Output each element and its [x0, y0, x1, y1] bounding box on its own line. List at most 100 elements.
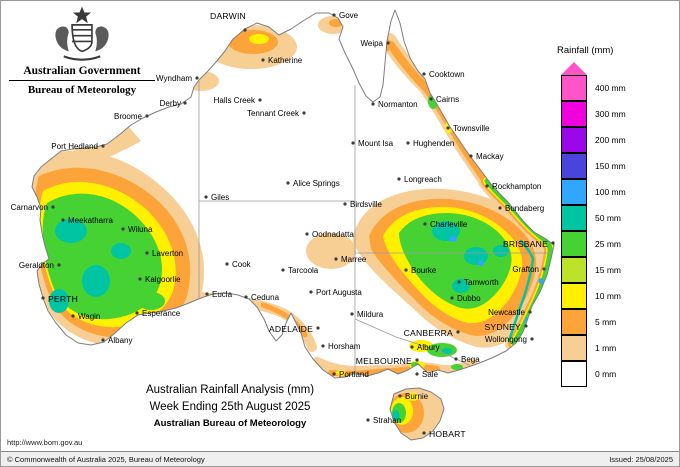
state-borders	[198, 81, 552, 375]
legend-label: 200 mm	[595, 135, 626, 145]
place-dot	[309, 290, 313, 294]
place-label: Wollongong	[485, 335, 527, 344]
brand-divider	[9, 80, 155, 81]
place-dot	[351, 141, 355, 145]
rain-region	[452, 279, 470, 293]
legend-swatch	[561, 308, 587, 335]
legend-entry: 0 mm	[561, 360, 673, 387]
place-dot	[61, 218, 65, 222]
rain-region	[306, 233, 356, 269]
place-dot	[454, 357, 458, 361]
rain-region	[407, 393, 419, 401]
place-label: Grafton	[512, 265, 539, 274]
caption-period: Week Ending 25th August 2025	[149, 401, 311, 413]
place-dot	[498, 206, 502, 210]
place-dot	[398, 394, 402, 398]
place-dot	[101, 338, 105, 342]
place-dot	[258, 98, 262, 102]
place-dot	[350, 312, 354, 316]
place-dot	[366, 418, 370, 422]
place-label: Longreach	[404, 175, 442, 184]
rainfall-legend: Rainfall (mm) 400 mm 300 mm 200 mm 150 mm 10…	[555, 45, 673, 387]
place-label: Burnie	[405, 392, 429, 401]
legend-entry: 400 mm	[561, 74, 673, 101]
legend-label: 10 mm	[595, 291, 621, 301]
rain-region	[451, 364, 463, 370]
legend-entry: 300 mm	[561, 100, 673, 127]
place-dot	[204, 195, 208, 199]
legend-swatch	[561, 178, 587, 205]
place-dot	[334, 257, 338, 261]
footer-bar: © Commonwealth of Australia 2025, Bureau…	[1, 451, 679, 466]
place-dot	[244, 295, 248, 299]
legend-swatch	[561, 204, 587, 231]
place-label: Newcastle	[488, 308, 525, 317]
place-label: Cooktown	[429, 70, 465, 79]
rain-region	[392, 410, 400, 420]
place-dot	[145, 114, 149, 118]
legend-label: 400 mm	[595, 83, 626, 93]
place-dot	[386, 41, 390, 45]
place-dot	[41, 296, 45, 300]
legend-swatch	[561, 152, 587, 179]
place-label: Tamworth	[464, 278, 499, 287]
place-dot	[404, 268, 408, 272]
legend-swatch	[561, 100, 587, 127]
caption-title: Australian Rainfall Analysis (mm)	[145, 384, 315, 396]
place-dot	[261, 58, 265, 62]
place-dot	[195, 76, 199, 80]
place-label: SYDNEY	[484, 322, 521, 332]
place-label: DARWIN	[210, 11, 246, 21]
place-label: CANBERRA	[404, 328, 453, 338]
place-dot	[397, 177, 401, 181]
rain-region	[493, 245, 509, 257]
place-dot	[135, 311, 139, 315]
place-label: Halls Creek	[214, 96, 256, 105]
place-label: Townsville	[453, 124, 490, 133]
place-label: Cairns	[436, 95, 459, 104]
place-dot	[57, 263, 61, 267]
place-dot	[446, 126, 450, 130]
place-label: Katherine	[268, 56, 303, 65]
place-label: Birdsville	[350, 200, 383, 209]
place-label: Tarcoola	[288, 266, 319, 275]
place-dot	[530, 337, 534, 341]
place-label: ADELAIDE	[269, 324, 313, 334]
bureau-branding: Australian Government Bureau of Meteorol…	[7, 5, 157, 96]
place-label: Mildura	[357, 310, 384, 319]
place-dot	[71, 314, 75, 318]
place-label: Broome	[114, 112, 143, 121]
rain-region	[49, 289, 69, 313]
place-label: Meekatharra	[68, 216, 113, 225]
place-label: Mount Isa	[358, 139, 394, 148]
rain-region	[399, 213, 512, 309]
place-dot	[456, 330, 460, 334]
bom-url: http://www.bom.gov.au	[7, 438, 83, 447]
legend-entry: 1 mm	[561, 334, 673, 361]
place-dot	[101, 144, 105, 148]
place-dot	[422, 431, 426, 435]
place-label: Bega	[461, 355, 480, 364]
legend-entry: 50 mm	[561, 204, 673, 231]
place-dot	[243, 28, 247, 32]
legend-swatch	[561, 126, 587, 153]
place-dot	[410, 345, 414, 349]
legend-swatch	[561, 256, 587, 283]
rain-region	[464, 247, 488, 265]
legend-label: 50 mm	[595, 213, 621, 223]
place-dot	[145, 251, 149, 255]
place-label: Rockhampton	[492, 182, 541, 191]
map-caption: Australian Rainfall Analysis (mm) Week E…	[89, 384, 371, 429]
legend-entry: 10 mm	[561, 282, 673, 309]
place-dot	[423, 222, 427, 226]
coastline	[31, 9, 555, 441]
place-dot	[429, 97, 433, 101]
place-label: Esperance	[142, 309, 181, 318]
place-label: Hughenden	[413, 139, 454, 148]
legend-label: 15 mm	[595, 265, 621, 275]
legend-swatch	[561, 230, 587, 257]
place-label: Dubbo	[457, 294, 481, 303]
place-dot	[183, 101, 187, 105]
place-label: Ceduna	[251, 293, 280, 302]
